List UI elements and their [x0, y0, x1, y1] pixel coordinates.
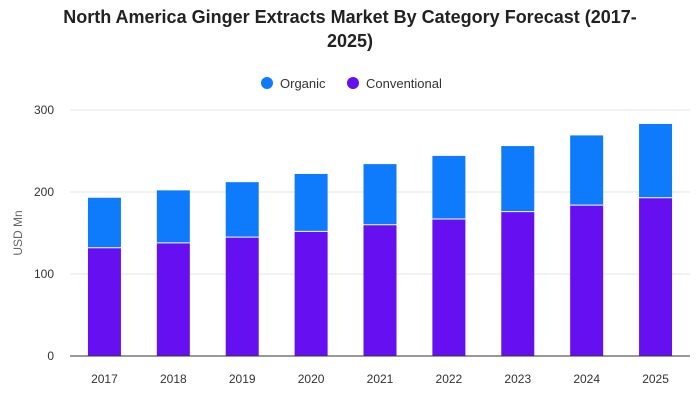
bar-conventional-2023	[501, 211, 535, 356]
legend-label-organic: Organic	[280, 76, 326, 91]
x-tick-label: 2022	[436, 372, 463, 386]
bar-organic-2019	[225, 182, 259, 238]
bar-conventional-2025	[639, 197, 673, 356]
y-tick-label: 100	[34, 267, 54, 281]
x-tick-label: 2020	[298, 372, 325, 386]
legend-marker-conventional	[347, 77, 359, 89]
bar-conventional-2021	[363, 224, 397, 356]
chart-title-line-2: 2025)	[327, 31, 373, 51]
y-tick-label: 300	[34, 103, 54, 117]
y-tick-label: 0	[47, 349, 54, 363]
y-axis-title: USD Mn	[11, 210, 25, 255]
chart-title-line-1: North America Ginger Extracts Market By …	[63, 7, 637, 27]
bar-organic-2021	[363, 164, 397, 225]
x-tick-label: 2024	[573, 372, 600, 386]
bar-conventional-2017	[87, 247, 121, 356]
legend-label-conventional: Conventional	[366, 76, 442, 91]
x-tick-label: 2025	[642, 372, 669, 386]
bar-conventional-2018	[156, 242, 190, 356]
bar-conventional-2024	[570, 205, 604, 356]
x-tick-label: 2019	[229, 372, 256, 386]
legend: Organic Conventional	[261, 76, 442, 91]
bar-organic-2024	[570, 135, 604, 206]
bar-organic-2022	[432, 155, 466, 220]
legend-marker-organic	[261, 77, 273, 89]
x-tick-label: 2021	[367, 372, 394, 386]
bar-organic-2018	[156, 190, 190, 243]
x-tick-label: 2023	[504, 372, 531, 386]
x-tick-label: 2018	[160, 372, 187, 386]
bar-conventional-2019	[225, 237, 259, 356]
bar-organic-2017	[87, 197, 121, 248]
bar-organic-2020	[294, 173, 328, 232]
bars	[87, 123, 673, 356]
y-tick-label: 200	[34, 185, 54, 199]
x-tick-label: 2017	[91, 372, 118, 386]
bar-conventional-2020	[294, 231, 328, 356]
bar-organic-2023	[501, 146, 535, 212]
axes: 0 100 200 300 2017 2018 2019 2020 2021 2022 2023 20…	[34, 103, 690, 386]
chart-title: North America Ginger Extracts Market By …	[63, 7, 637, 51]
bar-conventional-2022	[432, 219, 466, 356]
bar-organic-2025	[639, 123, 673, 198]
